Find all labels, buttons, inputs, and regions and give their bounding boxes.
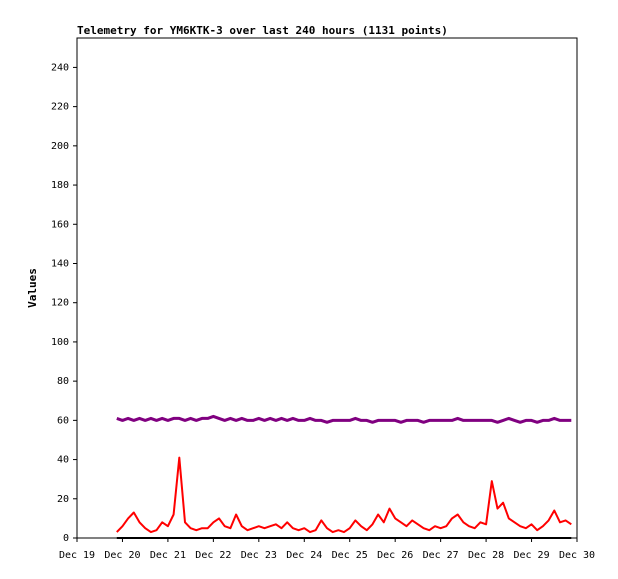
x-tick-label: Dec 28 <box>468 550 504 561</box>
y-tick-label: 20 <box>57 494 69 505</box>
x-tick-label: Dec 27 <box>423 550 459 561</box>
chart-title: Telemetry for YM6KTK-3 over last 240 hou… <box>77 24 448 37</box>
x-tick-label: Dec 26 <box>377 550 413 561</box>
x-tick-label: Dec 24 <box>286 550 322 561</box>
x-tick-label: Dec 30 <box>559 550 595 561</box>
y-tick-label: 40 <box>57 455 69 466</box>
x-tick-label: Dec 29 <box>513 550 549 561</box>
y-tick-label: 200 <box>51 141 69 152</box>
y-tick-label: 100 <box>51 337 69 348</box>
series-line <box>116 414 572 424</box>
x-tick-label: Dec 20 <box>104 550 140 561</box>
x-tick-label: Dec 21 <box>150 550 186 561</box>
y-axis-label: Values <box>26 268 39 308</box>
y-tick-label: 220 <box>51 102 69 113</box>
x-tick-label: Dec 23 <box>241 550 277 561</box>
series-line <box>116 456 572 534</box>
y-tick-label: 140 <box>51 258 69 269</box>
y-tick-label: 80 <box>57 376 69 387</box>
plot-border <box>76 37 578 539</box>
y-tick-label: 240 <box>51 62 69 73</box>
y-tick-label: 60 <box>57 415 69 426</box>
y-tick-label: 120 <box>51 298 69 309</box>
y-tick-label: 180 <box>51 180 69 191</box>
y-tick-label: 0 <box>63 533 69 544</box>
y-tick-label: 160 <box>51 219 69 230</box>
x-tick-label: Dec 25 <box>332 550 368 561</box>
x-tick-label: Dec 22 <box>195 550 231 561</box>
x-tick-label: Dec 19 <box>59 550 95 561</box>
